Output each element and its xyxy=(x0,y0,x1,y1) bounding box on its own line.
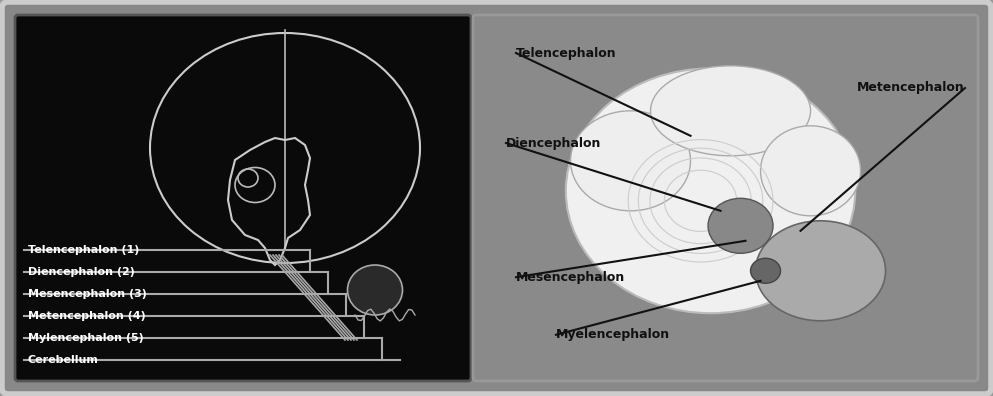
Ellipse shape xyxy=(708,198,773,253)
FancyBboxPatch shape xyxy=(15,15,471,381)
Text: Diencephalon: Diencephalon xyxy=(506,137,602,150)
Ellipse shape xyxy=(751,258,780,283)
Text: Diencephalon (2): Diencephalon (2) xyxy=(28,267,135,277)
Ellipse shape xyxy=(571,111,690,211)
Text: Mesencephalon (3): Mesencephalon (3) xyxy=(28,289,147,299)
FancyBboxPatch shape xyxy=(473,15,978,381)
Text: Mesencephalon: Mesencephalon xyxy=(516,271,626,284)
Text: Cerebellum: Cerebellum xyxy=(28,355,99,365)
Ellipse shape xyxy=(650,66,810,156)
Text: Telencephalon: Telencephalon xyxy=(516,46,617,59)
Ellipse shape xyxy=(566,69,855,313)
Text: Mylencephalon (5): Mylencephalon (5) xyxy=(28,333,144,343)
Ellipse shape xyxy=(756,221,886,321)
Text: Metencephalon: Metencephalon xyxy=(857,82,965,95)
Ellipse shape xyxy=(348,265,402,315)
Ellipse shape xyxy=(761,126,861,216)
Text: Metencephalon (4): Metencephalon (4) xyxy=(28,311,146,321)
Text: Myelencephalon: Myelencephalon xyxy=(556,328,670,341)
Text: Telencephalon (1): Telencephalon (1) xyxy=(28,245,139,255)
